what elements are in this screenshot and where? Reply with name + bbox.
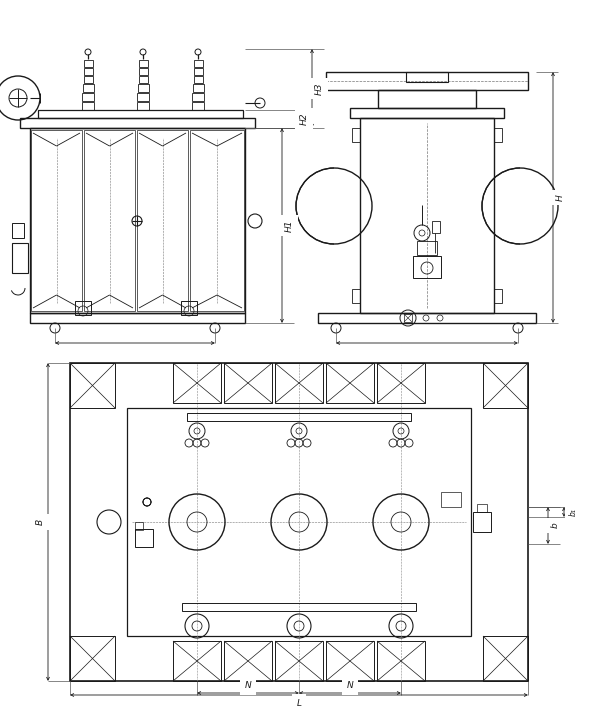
Bar — [137, 102, 149, 110]
Bar — [483, 363, 528, 408]
Bar — [70, 363, 115, 408]
Bar — [326, 72, 528, 90]
Bar — [275, 363, 323, 403]
Bar — [83, 84, 94, 92]
Bar — [360, 118, 494, 313]
Bar — [483, 636, 528, 681]
Bar — [473, 512, 491, 532]
Bar — [70, 363, 528, 681]
Bar — [139, 68, 148, 75]
Bar — [193, 76, 203, 83]
Text: N: N — [347, 682, 353, 690]
Bar — [82, 93, 94, 101]
Bar — [404, 314, 412, 322]
Bar — [31, 130, 82, 311]
Bar — [12, 223, 24, 238]
Bar — [12, 243, 28, 273]
Bar — [82, 102, 94, 110]
Bar — [70, 636, 115, 681]
Bar — [477, 504, 487, 512]
Bar — [137, 84, 149, 92]
Bar — [326, 363, 374, 403]
Bar — [135, 522, 143, 530]
Bar — [84, 130, 135, 311]
Bar — [182, 603, 416, 611]
Text: b: b — [551, 523, 560, 528]
Bar — [30, 313, 245, 323]
Bar — [137, 130, 188, 311]
Bar — [326, 641, 374, 681]
Bar — [224, 363, 272, 403]
Bar — [413, 256, 441, 278]
Bar — [192, 102, 204, 110]
Text: b₁: b₁ — [569, 508, 577, 516]
Text: H2: H2 — [299, 113, 308, 125]
Bar — [127, 408, 471, 636]
Bar — [83, 68, 92, 75]
Bar — [173, 363, 221, 403]
Bar — [190, 130, 244, 311]
Bar — [193, 68, 203, 75]
Bar — [30, 128, 245, 313]
Text: H: H — [556, 194, 565, 201]
Bar — [192, 93, 204, 101]
Bar — [83, 60, 92, 67]
Bar — [181, 301, 197, 315]
Bar — [441, 492, 461, 507]
Bar — [417, 241, 437, 255]
Bar — [494, 128, 502, 142]
Text: B: B — [35, 519, 44, 525]
Bar — [318, 313, 536, 323]
Bar — [352, 289, 360, 303]
Bar — [173, 641, 221, 681]
Bar — [432, 221, 440, 233]
Bar — [494, 289, 502, 303]
Bar — [139, 60, 148, 67]
Bar — [275, 641, 323, 681]
Bar — [83, 76, 92, 83]
Bar — [350, 108, 504, 118]
Bar — [193, 84, 203, 92]
Bar — [377, 641, 425, 681]
Bar — [139, 76, 148, 83]
Bar — [20, 118, 255, 128]
Bar — [377, 363, 425, 403]
Bar — [75, 301, 91, 315]
Text: H1: H1 — [284, 220, 293, 232]
Bar — [137, 93, 149, 101]
Bar — [224, 641, 272, 681]
Bar — [378, 90, 476, 108]
Bar — [352, 128, 360, 142]
Bar — [135, 529, 153, 547]
Text: H3: H3 — [314, 82, 323, 95]
Bar — [187, 413, 411, 421]
Text: N: N — [245, 682, 251, 690]
Bar — [38, 110, 243, 118]
Bar — [406, 72, 448, 82]
Text: L: L — [296, 699, 302, 707]
Bar — [193, 60, 203, 67]
